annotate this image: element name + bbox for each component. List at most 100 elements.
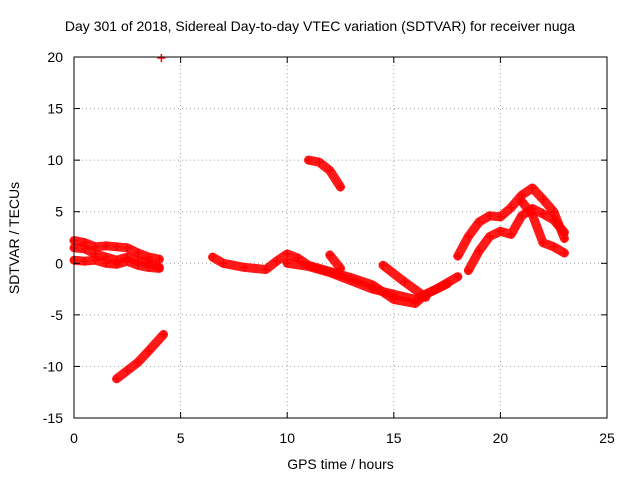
- data-point: [101, 241, 110, 250]
- series-track-m: [517, 196, 569, 258]
- data-point: [325, 251, 334, 260]
- data-point: [347, 276, 356, 285]
- data-point: [123, 366, 132, 375]
- series-track-h: [304, 155, 345, 192]
- data-point: [464, 232, 473, 241]
- data-point: [208, 253, 217, 262]
- data-point: [389, 290, 398, 299]
- x-tick-label: 20: [493, 430, 509, 446]
- data-point: [304, 262, 313, 271]
- series-band: [463, 204, 569, 275]
- series-track-j: [378, 260, 431, 302]
- y-tick-label: 10: [47, 152, 63, 168]
- data-point: [507, 203, 516, 212]
- data-point: [475, 218, 484, 227]
- x-tick-label: 5: [177, 430, 185, 446]
- data-point: [517, 197, 526, 206]
- data-point: [133, 248, 142, 257]
- data-point: [400, 277, 409, 286]
- data-point: [475, 246, 484, 255]
- data-point: [315, 158, 324, 167]
- y-tick-label: 15: [47, 101, 63, 117]
- y-tick-label: -10: [43, 358, 63, 374]
- data-point: [485, 232, 494, 241]
- data-point: [112, 260, 121, 269]
- data-point: [539, 209, 548, 218]
- series-track-e: [157, 54, 166, 63]
- data-point: [560, 248, 569, 257]
- data-points: [69, 54, 569, 384]
- x-axis-label: GPS time / hours: [287, 456, 394, 472]
- data-point: [432, 285, 441, 294]
- data-point: [453, 252, 462, 261]
- data-point: [80, 244, 89, 253]
- data-point: [155, 264, 164, 273]
- data-point: [368, 285, 377, 294]
- data-point: [485, 211, 494, 220]
- series-band: [112, 330, 168, 384]
- data-point: [507, 230, 516, 239]
- data-point: [464, 266, 473, 275]
- data-point: [80, 257, 89, 266]
- series-track-c: [69, 255, 164, 273]
- grid: [74, 57, 607, 418]
- series-track-g: [282, 258, 452, 304]
- data-point: [123, 243, 132, 252]
- data-point: [549, 207, 558, 216]
- data-point: [453, 272, 462, 281]
- axis-ticks: 0 5 10 15 20 25 -15 -10 -5 0 5 10 15 20: [43, 49, 615, 446]
- data-point: [528, 210, 537, 219]
- data-point: [528, 183, 537, 192]
- data-point: [272, 257, 281, 266]
- data-point: [157, 54, 166, 63]
- x-tick-label: 0: [70, 430, 78, 446]
- data-point: [133, 358, 142, 367]
- y-tick-label: 0: [55, 255, 63, 271]
- chart-title: Day 301 of 2018, Sidereal Day-to-day VTE…: [64, 18, 576, 34]
- data-point: [325, 268, 334, 277]
- y-tick-label: 5: [55, 204, 63, 220]
- x-tick-label: 15: [386, 430, 402, 446]
- data-point: [549, 215, 558, 224]
- data-point: [304, 156, 313, 165]
- data-point: [283, 250, 292, 259]
- data-point: [261, 265, 270, 274]
- data-point: [240, 263, 249, 272]
- data-point: [91, 256, 100, 265]
- series-band: [325, 250, 345, 273]
- data-point: [443, 279, 452, 288]
- data-point: [112, 242, 121, 251]
- y-tick-label: -15: [43, 410, 63, 426]
- data-point: [411, 295, 420, 304]
- data-point: [336, 182, 345, 191]
- data-point: [144, 346, 153, 355]
- series-track-a: [69, 236, 164, 264]
- data-point: [123, 257, 132, 266]
- data-point: [539, 238, 548, 247]
- data-point: [101, 259, 110, 268]
- x-tick-label: 25: [599, 430, 615, 446]
- data-point: [517, 211, 526, 220]
- data-point: [155, 255, 164, 264]
- data-point: [560, 228, 569, 237]
- data-point: [283, 259, 292, 268]
- series-track-d: [112, 330, 168, 384]
- data-point: [133, 261, 142, 270]
- data-point: [325, 166, 334, 175]
- data-point: [496, 227, 505, 236]
- y-tick-label: 20: [47, 49, 63, 65]
- y-tick-label: -5: [51, 307, 64, 323]
- data-point: [144, 263, 153, 272]
- data-point: [549, 242, 558, 251]
- data-point: [379, 261, 388, 270]
- x-tick-label: 10: [279, 430, 295, 446]
- data-point: [421, 293, 430, 302]
- series-track-l: [463, 204, 569, 275]
- data-point: [336, 264, 345, 273]
- data-point: [219, 259, 228, 268]
- series-track-i: [325, 250, 345, 273]
- plot-frame: [73, 56, 608, 419]
- data-point: [159, 330, 168, 339]
